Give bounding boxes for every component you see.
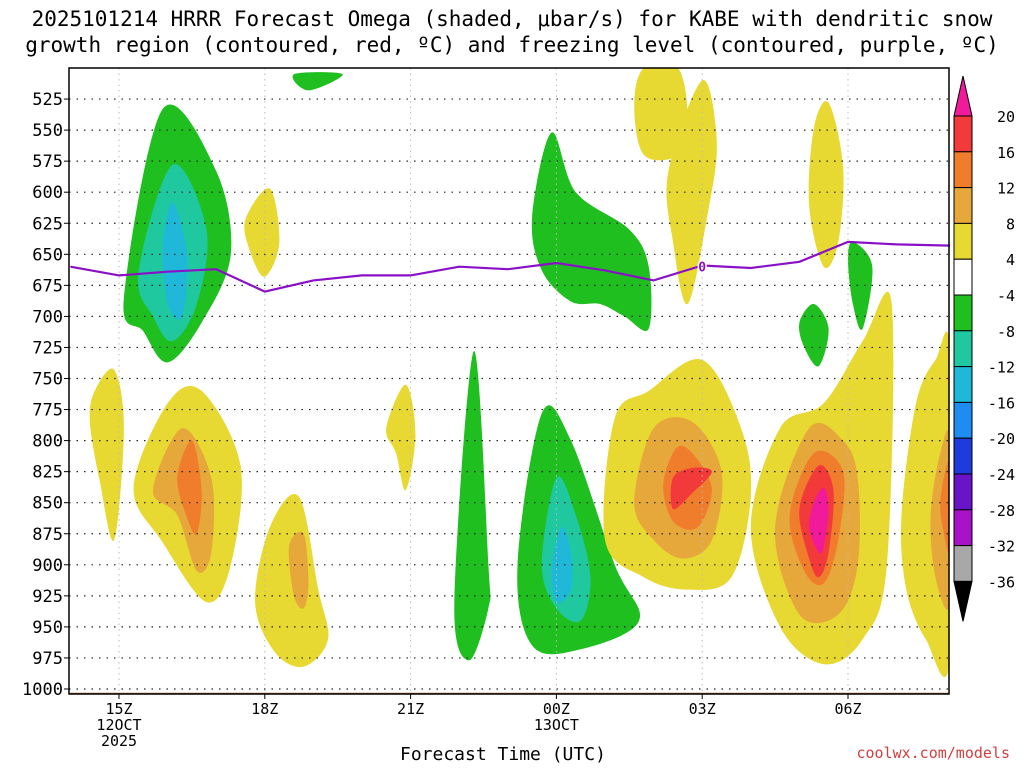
colorbar-swatch-7: [953, 330, 973, 368]
colorbar-arrow-bottom: [953, 580, 973, 622]
omega-region-12: [454, 351, 491, 661]
omega-region-29: [808, 487, 829, 554]
x-axis-title: Forecast Time (UTC): [400, 744, 606, 765]
omega-region-31: [900, 331, 949, 678]
y-tick-label-950: 950: [32, 618, 63, 638]
omega-region-17: [634, 68, 688, 161]
colorbar-label-6: -8: [997, 323, 1015, 341]
omega-region-2: [162, 202, 188, 320]
omega-region-4: [244, 188, 280, 277]
colorbar-label-1: 16: [997, 144, 1015, 162]
plot-frame: [68, 67, 950, 695]
y-tick-label-875: 875: [32, 525, 63, 545]
x-tick-label-00Z-1: 13OCT: [534, 716, 579, 734]
colorbar-label-5: -4: [997, 287, 1015, 305]
y-tick-label-700: 700: [32, 307, 63, 327]
y-tick-label-650: 650: [32, 245, 63, 265]
y-tick-label-600: 600: [32, 183, 63, 203]
x-tick-label-18Z-0: 18Z: [251, 700, 278, 718]
omega-region-30: [848, 241, 873, 330]
colorbar-label-13: -36: [988, 573, 1015, 591]
colorbar-swatch-3: [953, 187, 973, 224]
y-tick-label-550: 550: [32, 121, 63, 141]
omega-region-5: [89, 368, 124, 542]
omega-region-3: [292, 72, 343, 91]
colorbar-label-7: -12: [988, 359, 1015, 377]
colorbar-label-11: -28: [988, 502, 1015, 520]
credit-text: coolwx.com/models: [856, 744, 1010, 762]
colorbar-label-9: -20: [988, 430, 1015, 448]
colorbar-swatch-10: [953, 437, 973, 475]
colorbar-label-0: 20: [997, 108, 1015, 126]
colorbar-swatch-12: [953, 509, 973, 547]
y-tick-label-775: 775: [32, 401, 63, 421]
colorbar-label-12: -32: [988, 538, 1015, 556]
y-tick-label-1000: 1000: [22, 680, 63, 700]
omega-region-8: [177, 440, 202, 535]
x-tick-label-06Z-0: 06Z: [834, 700, 861, 718]
colorbar-arrow-top: [953, 75, 973, 117]
y-tick-label-825: 825: [32, 463, 63, 483]
chart-title-line-2: growth region (contoured, red, ºC) and f…: [25, 33, 999, 57]
omega-region-24: [670, 467, 712, 510]
colorbar-swatch-4: [953, 222, 973, 260]
x-tick-label-15Z-1: 12OCT: [96, 716, 141, 734]
colorbar-swatch-2: [953, 151, 973, 189]
x-tick-label-15Z-0: 15Z: [105, 700, 132, 718]
colorbar-swatch-5: [953, 258, 973, 296]
x-tick-label-15Z-2: 2025: [101, 732, 137, 750]
colorbar-label-4: 4: [1006, 251, 1015, 269]
x-tick-label-03Z-0: 03Z: [689, 700, 716, 718]
y-tick-label-975: 975: [32, 649, 63, 669]
colorbar-swatch-1: [953, 115, 973, 153]
colorbar-swatch-11: [953, 473, 973, 511]
colorbar-swatch-9: [953, 401, 973, 439]
omega-region-15: [551, 527, 573, 603]
omega-region-11: [386, 384, 416, 491]
y-tick-label-850: 850: [32, 494, 63, 514]
y-tick-label-750: 750: [32, 370, 63, 390]
x-tick-label-00Z-0: 00Z: [543, 700, 570, 718]
colorbar-label-8: -16: [988, 394, 1015, 412]
colorbar-swatch-8: [953, 366, 973, 403]
y-tick-label-525: 525: [32, 90, 63, 110]
colorbar-label-2: 12: [997, 180, 1015, 198]
y-tick-label-800: 800: [32, 432, 63, 452]
freezing-level-line: [70, 240, 951, 293]
omega-region-33: [940, 459, 949, 555]
y-tick-label-625: 625: [32, 214, 63, 234]
colorbar-swatch-13: [953, 545, 973, 582]
y-tick-label-925: 925: [32, 587, 63, 607]
colorbar-swatch-6: [953, 294, 973, 332]
omega-region-10: [288, 531, 309, 609]
omega-region-16: [531, 132, 652, 332]
y-tick-label-900: 900: [32, 556, 63, 576]
x-tick-label-21Z-0: 21Z: [397, 700, 424, 718]
y-tick-label-675: 675: [32, 276, 63, 296]
omega-region-19: [808, 101, 844, 269]
omega-region-32: [930, 430, 949, 610]
freezing-level-label: 0: [698, 260, 706, 275]
chart-title-line-1: 2025101214 HRRR Forecast Omega (shaded, …: [31, 7, 993, 31]
y-tick-label-575: 575: [32, 152, 63, 172]
colorbar-label-10: -24: [988, 466, 1015, 484]
colorbar-label-3: 8: [1006, 215, 1015, 233]
omega-region-20: [798, 303, 829, 367]
y-tick-label-725: 725: [32, 338, 63, 358]
